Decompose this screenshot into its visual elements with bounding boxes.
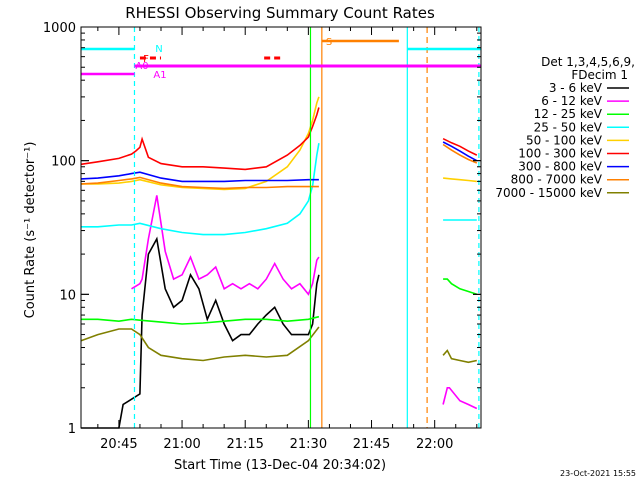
series-line-7 — [80, 141, 478, 183]
legend-label-9: 7000 - 15000 keV — [495, 186, 602, 200]
y-tick-label-1: 1 — [68, 422, 76, 437]
x-tick-label-1: 20:45 — [100, 437, 137, 452]
annotation-label-2: F — [143, 54, 149, 65]
legend-header-line-1: Det 1,3,4,5,6,9, — [541, 55, 635, 69]
y-tick-label-3: 100 — [51, 155, 76, 170]
x-tick-label-2: 21:00 — [163, 437, 200, 452]
annotation-label-3: A0 — [135, 61, 148, 72]
plot-frame — [80, 26, 482, 429]
y-axis-label: Count Rate (s⁻¹ detector⁻¹) — [23, 142, 38, 319]
legend-label-1: 3 - 6 keV — [549, 81, 603, 95]
series-line-4 — [81, 143, 477, 236]
legend-label-2: 6 - 12 keV — [541, 94, 603, 108]
x-axis-label: Start Time (13-Dec-04 20:34:02) — [174, 458, 386, 473]
legend-label-8: 800 - 7000 keV — [511, 173, 603, 187]
series-layer — [80, 96, 478, 429]
y-tick-label-4: 1000 — [43, 21, 76, 36]
x-tick-label-3: 21:15 — [226, 437, 263, 452]
legend-label-6: 100 - 300 keV — [518, 147, 602, 161]
series-line-5 — [81, 96, 477, 191]
legend-label-3: 12 - 25 keV — [534, 107, 603, 121]
chart-title: RHESSI Observing Summary Count Rates — [125, 4, 435, 22]
annotation-label-4: A1 — [153, 70, 166, 81]
annotation-label-1: N — [155, 44, 162, 55]
x-tick-label-4: 21:30 — [290, 437, 327, 452]
x-tick-label-6: 22:00 — [416, 437, 453, 452]
legend-label-5: 50 - 100 keV — [526, 133, 603, 147]
footer-date: 23-Oct-2021 15:55 — [560, 469, 636, 478]
series-line-9 — [80, 326, 477, 364]
series-line-2 — [131, 195, 478, 410]
x-tick-label-5: 21:45 — [353, 437, 390, 452]
legend-label-4: 25 - 50 keV — [534, 120, 603, 134]
annotation-label-5: S — [326, 37, 332, 48]
legend-header-line-2: FDecim 1 — [571, 68, 628, 82]
legend-label-7: 300 - 800 keV — [518, 160, 602, 174]
series-line-1 — [81, 236, 320, 429]
axis-ticks: 1 10 100 1000 20:45 21:00 21:15 21:30 21:45 22:00 — [43, 21, 481, 452]
vertical-markers — [133, 27, 480, 428]
y-tick-label-2: 10 — [59, 288, 76, 303]
series-line-8 — [80, 143, 478, 190]
series-line-3 — [81, 278, 478, 325]
series-line-6 — [80, 107, 478, 171]
